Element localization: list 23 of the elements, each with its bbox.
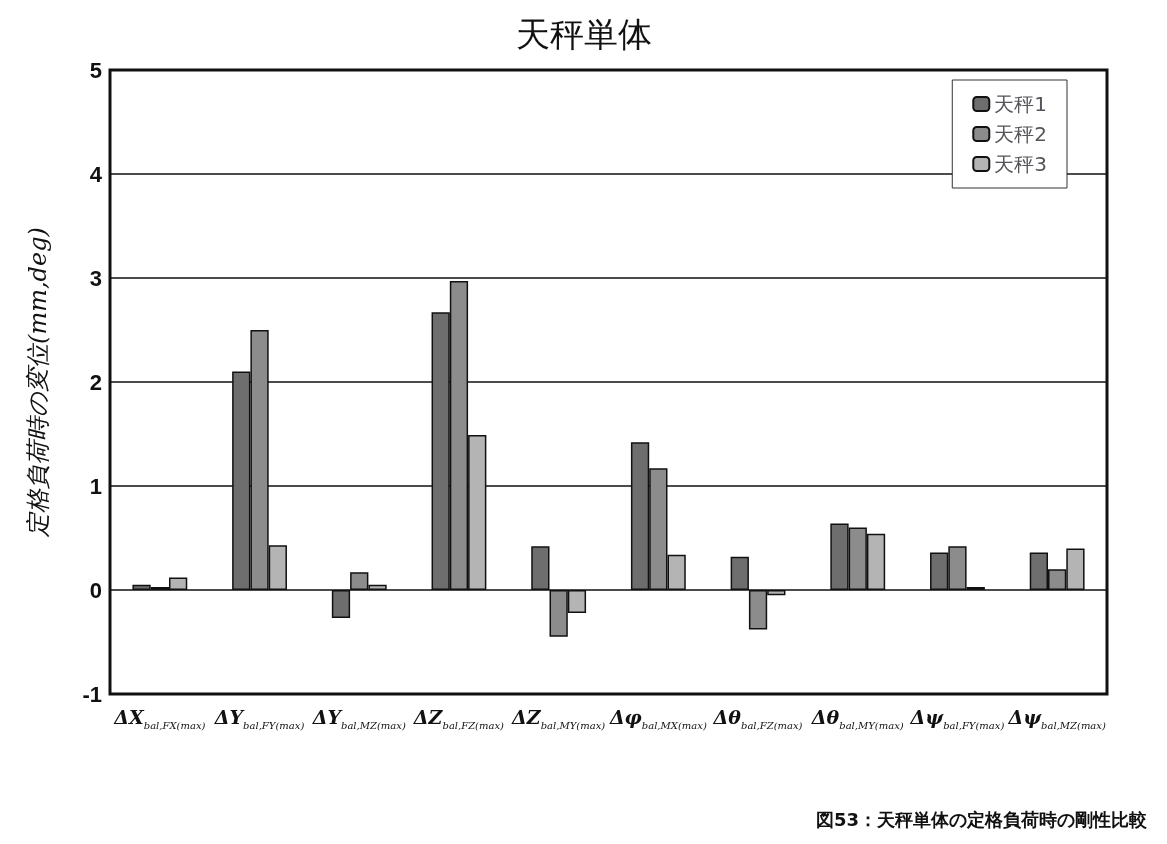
y-tick-label: 0 <box>89 577 102 603</box>
legend-label: 天秤1 <box>994 92 1048 116</box>
x-tick-label: Δθ$_{bal,MY(max)}$ <box>811 706 904 731</box>
caption: 図53：天秤単体の定格負荷時の剛性比較 <box>815 808 1148 830</box>
x-tick-label: Δψ$_{bal,FY(max)}$ <box>910 706 1005 731</box>
legend-label: 天秤2 <box>994 122 1048 146</box>
legend-label: 天秤3 <box>994 152 1048 176</box>
chart-title: 天秤単体 <box>515 14 652 54</box>
y-axis-title: 定格負荷時の変位(mm,deg) <box>24 227 52 538</box>
x-tick-label: Δψ$_{bal,MZ(max)}$ <box>1008 706 1106 731</box>
y-tick-label: -1 <box>82 681 102 707</box>
y-tick-label: 3 <box>89 265 102 291</box>
y-tick-label: 2 <box>89 369 102 395</box>
y-tick-label: 4 <box>89 161 103 187</box>
x-tick-label: ΔY$_{bal,FY(max)}$ <box>214 706 305 731</box>
x-tick-label: ΔX$_{bal,FX(max)}$ <box>114 706 206 731</box>
y-tick-label: 5 <box>89 57 102 83</box>
y-tick-label: 1 <box>89 473 102 499</box>
x-tick-label: ΔZ$_{bal,FZ(max)}$ <box>413 706 505 731</box>
x-tick-label: Δφ$_{bal,MX(max)}$ <box>609 706 707 731</box>
x-tick-label: ΔY$_{bal,MZ(max)}$ <box>312 706 406 731</box>
x-tick-label: Δθ$_{bal,FZ(max)}$ <box>713 706 803 731</box>
x-tick-label: ΔZ$_{bal,MY(max)}$ <box>512 706 606 731</box>
